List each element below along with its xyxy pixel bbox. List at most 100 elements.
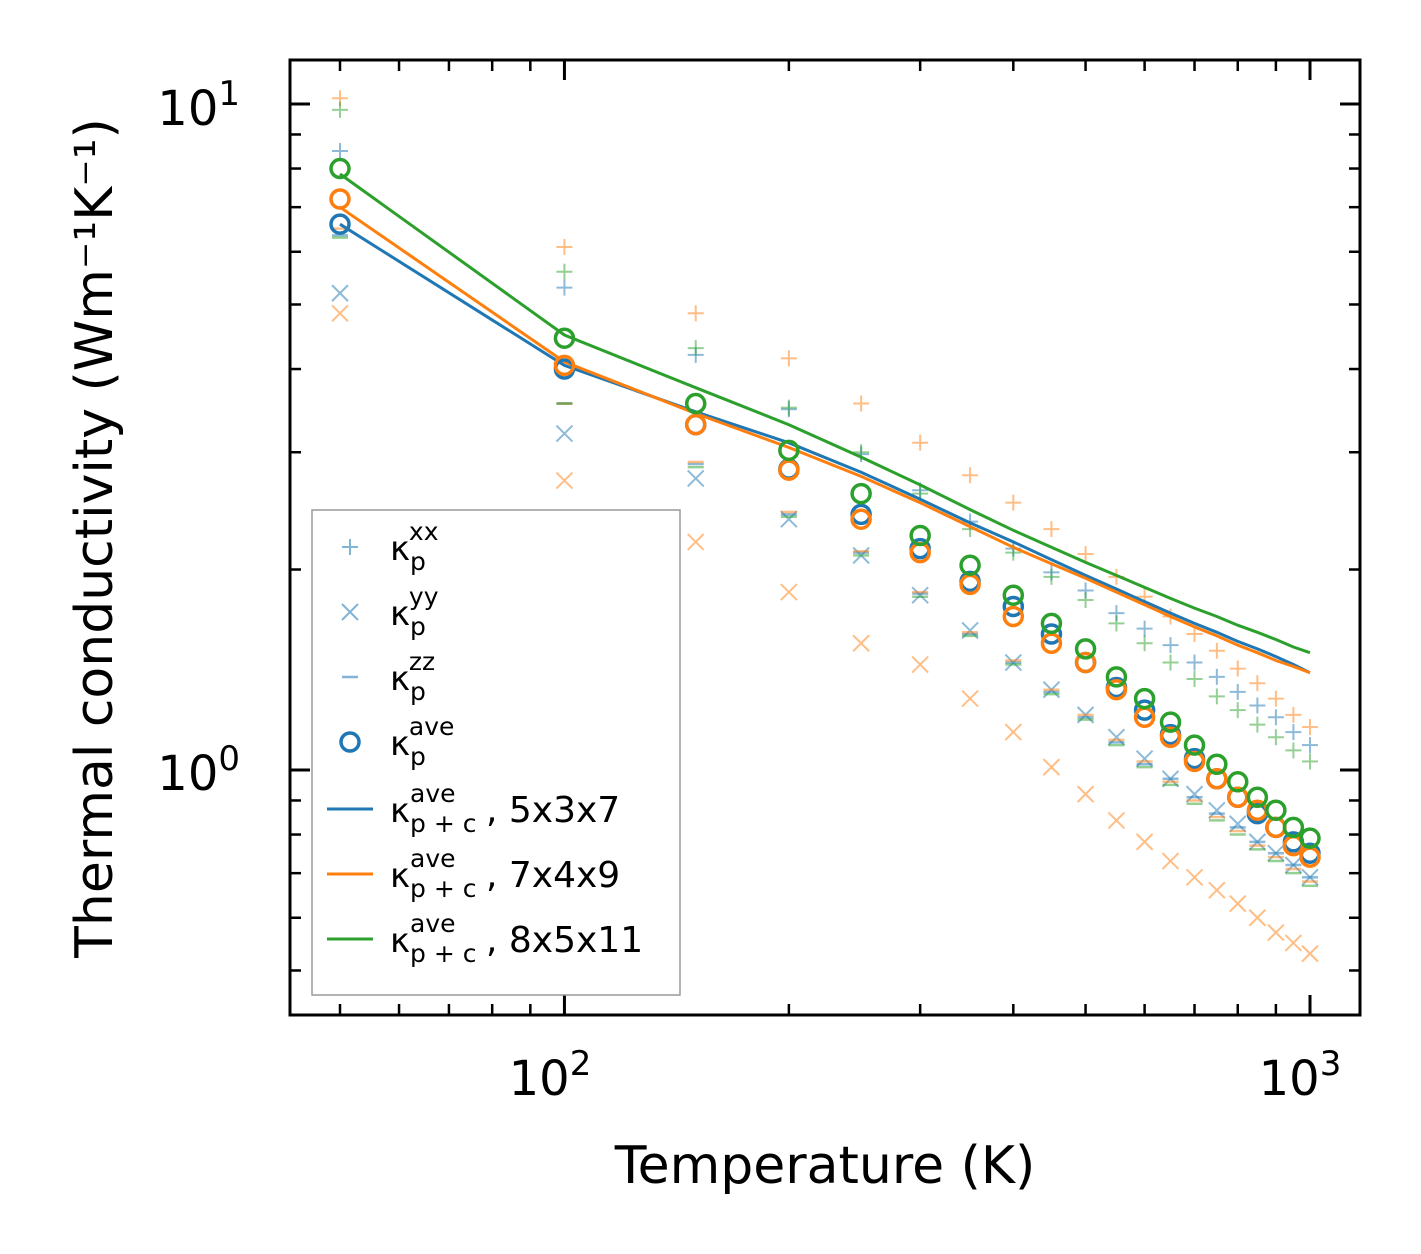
series-x-ff7f0e-point — [1107, 811, 1126, 830]
series-x-1f77b4-point — [911, 586, 929, 604]
series-plus-2ca02c-point — [1077, 591, 1094, 608]
series-x-1f77b4-point-b — [1229, 815, 1247, 833]
series-plus-ff7f0e-point — [1302, 719, 1318, 736]
series-plus-2ca02c-point — [1249, 716, 1266, 733]
series-x-ff7f0e-point-b — [1042, 758, 1061, 776]
series-x-ff7f0e — [331, 304, 1319, 963]
series-plus-1f77b4-point — [1136, 620, 1153, 637]
series-line-ff7f0e — [339, 205, 1311, 675]
series-x-ff7f0e-point-b — [1076, 785, 1095, 803]
series-circle-2ca02c-point — [1265, 799, 1287, 822]
series-x-ff7f0e-point-b — [1161, 852, 1180, 870]
series-circle-ff7f0e-point — [1074, 651, 1097, 674]
series-x-ff7f0e-point — [1076, 785, 1095, 803]
series-circle-ff7f0e-point — [1159, 726, 1182, 748]
series-x-ff7f0e-point-b — [1248, 909, 1267, 927]
series-x-ff7f0e-point-b — [1284, 934, 1303, 952]
series-x-ff7f0e-point-b — [1301, 944, 1319, 963]
series-x-ff7f0e-point-b — [1229, 894, 1247, 913]
legend-label-kp-xx: κpxx — [390, 517, 439, 576]
series-circle-1f77b4-point — [1002, 595, 1025, 618]
x-tick-label-1000: 103 — [1259, 1044, 1342, 1107]
series-x-ff7f0e-point — [1004, 723, 1023, 741]
series-circle-ff7f0e-point — [778, 459, 800, 481]
series-x-ff7f0e-point-b — [961, 689, 979, 708]
y-tick-label-10: 101 — [157, 74, 240, 137]
series-circle-2ca02c-point — [1299, 827, 1321, 849]
series-circle-1f77b4-point — [1040, 623, 1063, 645]
series-x-1f77b4-point-b — [687, 469, 705, 488]
series-line-1f77b4-line — [339, 222, 1311, 675]
series-circle-2ca02c-point — [329, 157, 351, 180]
series-circle-2ca02c-point — [1226, 771, 1249, 793]
series-circle-1f77b4-point — [329, 213, 351, 235]
series-circle-ff7f0e-point — [553, 354, 576, 377]
series-x-ff7f0e-point-b — [1208, 881, 1226, 899]
series-plus-ff7f0e-point — [1229, 660, 1246, 677]
series-plus-1f77b4-point — [1302, 737, 1318, 754]
series-x-ff7f0e-point — [1208, 881, 1226, 899]
series-circle-2ca02c-point — [1159, 711, 1182, 733]
series-plus-1f77b4-point — [1162, 637, 1179, 654]
series-circle-ff7f0e-point — [684, 413, 707, 436]
series-x-1f77b4-point — [1208, 801, 1226, 819]
series-plus-2ca02c-point — [1285, 742, 1302, 759]
series-plus-2ca02c-point — [1208, 688, 1225, 705]
series-plus-ff7f0e-point — [780, 350, 797, 367]
legend-label-kp-ave: κpave — [390, 712, 454, 771]
series-x-1f77b4-point-b — [1208, 801, 1226, 819]
series-x-ff7f0e-point-b — [1267, 923, 1285, 942]
series-plus-2ca02c-point — [1267, 729, 1284, 746]
y-axis-label: Thermal conductivity (Wm⁻¹K⁻¹) — [65, 118, 125, 959]
series-circle-ff7f0e-point — [329, 188, 351, 210]
series-plus-ff7f0e-point — [556, 238, 573, 255]
series-x-1f77b4-point-b — [555, 424, 574, 443]
series-x-ff7f0e-point-b — [555, 471, 574, 490]
series-plus-2ca02c-point — [1162, 654, 1179, 671]
series-x-ff7f0e-point — [1284, 934, 1303, 952]
series-x-ff7f0e-point — [961, 689, 979, 708]
series-x-ff7f0e-point — [1301, 944, 1319, 963]
series-plus-ff7f0e-point — [1267, 690, 1284, 707]
series-line-ff7f0e-line — [339, 205, 1311, 675]
series-x-ff7f0e-point-b — [1107, 811, 1126, 830]
series-x-ff7f0e-point-b — [852, 634, 870, 652]
series-line-2ca02c-line — [339, 172, 1311, 655]
series-plus-ff7f0e-point — [1186, 626, 1203, 643]
series-plus-ff7f0e-point — [1043, 521, 1060, 538]
series-x-1f77b4-point — [555, 424, 574, 443]
series-plus-2ca02c-point — [687, 340, 704, 357]
x-axis-label: Temperature (K) — [614, 1136, 1036, 1196]
series-plus-ff7f0e-point — [853, 395, 870, 412]
series-plus-ff7f0e-point — [912, 434, 929, 451]
series-x-ff7f0e-point-b — [1185, 868, 1204, 887]
series-x-ff7f0e-point-b — [1135, 833, 1154, 851]
legend-label-kpc-8x5x11: κp + cave, 8x5x11 — [390, 909, 643, 968]
series-x-ff7f0e-point-b — [687, 533, 705, 551]
series-circle-ff7f0e-point — [1002, 605, 1025, 628]
series-circle-2ca02c-point — [778, 439, 800, 462]
series-circle-2ca02c-point — [684, 392, 707, 415]
series-plus-1f77b4-point — [332, 143, 348, 160]
series-layer — [329, 90, 1321, 963]
series-circle-2ca02c-point — [959, 554, 981, 576]
series-plus-2ca02c-point — [1302, 753, 1318, 770]
series-x-ff7f0e-point — [780, 583, 798, 601]
series-x-ff7f0e-point — [1042, 758, 1061, 776]
series-x-1f77b4-point-b — [911, 586, 929, 604]
series-x-ff7f0e-point-b — [911, 655, 929, 674]
series-x-1f77b4-point — [1229, 815, 1247, 833]
legend: κpxx κpyy κpzz κpave κp + cave, 5x3x7 κp… — [311, 509, 681, 996]
series-plus-2ca02c-point — [1186, 670, 1203, 687]
series-x-ff7f0e-point-b — [780, 583, 798, 601]
series-circle-2ca02c-point — [1246, 786, 1269, 809]
ticks-layer — [290, 60, 1360, 1015]
series-plus-2ca02c-point — [1108, 615, 1125, 632]
series-circle-ff7f0e-point — [1040, 632, 1063, 654]
series-x-ff7f0e-point-b — [331, 304, 349, 323]
series-plus-2ca02c-point — [556, 263, 573, 280]
series-plus-ff7f0e-point — [1249, 675, 1266, 692]
series-plus-ff7f0e-point — [1005, 494, 1022, 511]
series-circle-1f77b4-point — [1133, 699, 1156, 721]
y-tick-label-1: 100 — [157, 739, 240, 802]
